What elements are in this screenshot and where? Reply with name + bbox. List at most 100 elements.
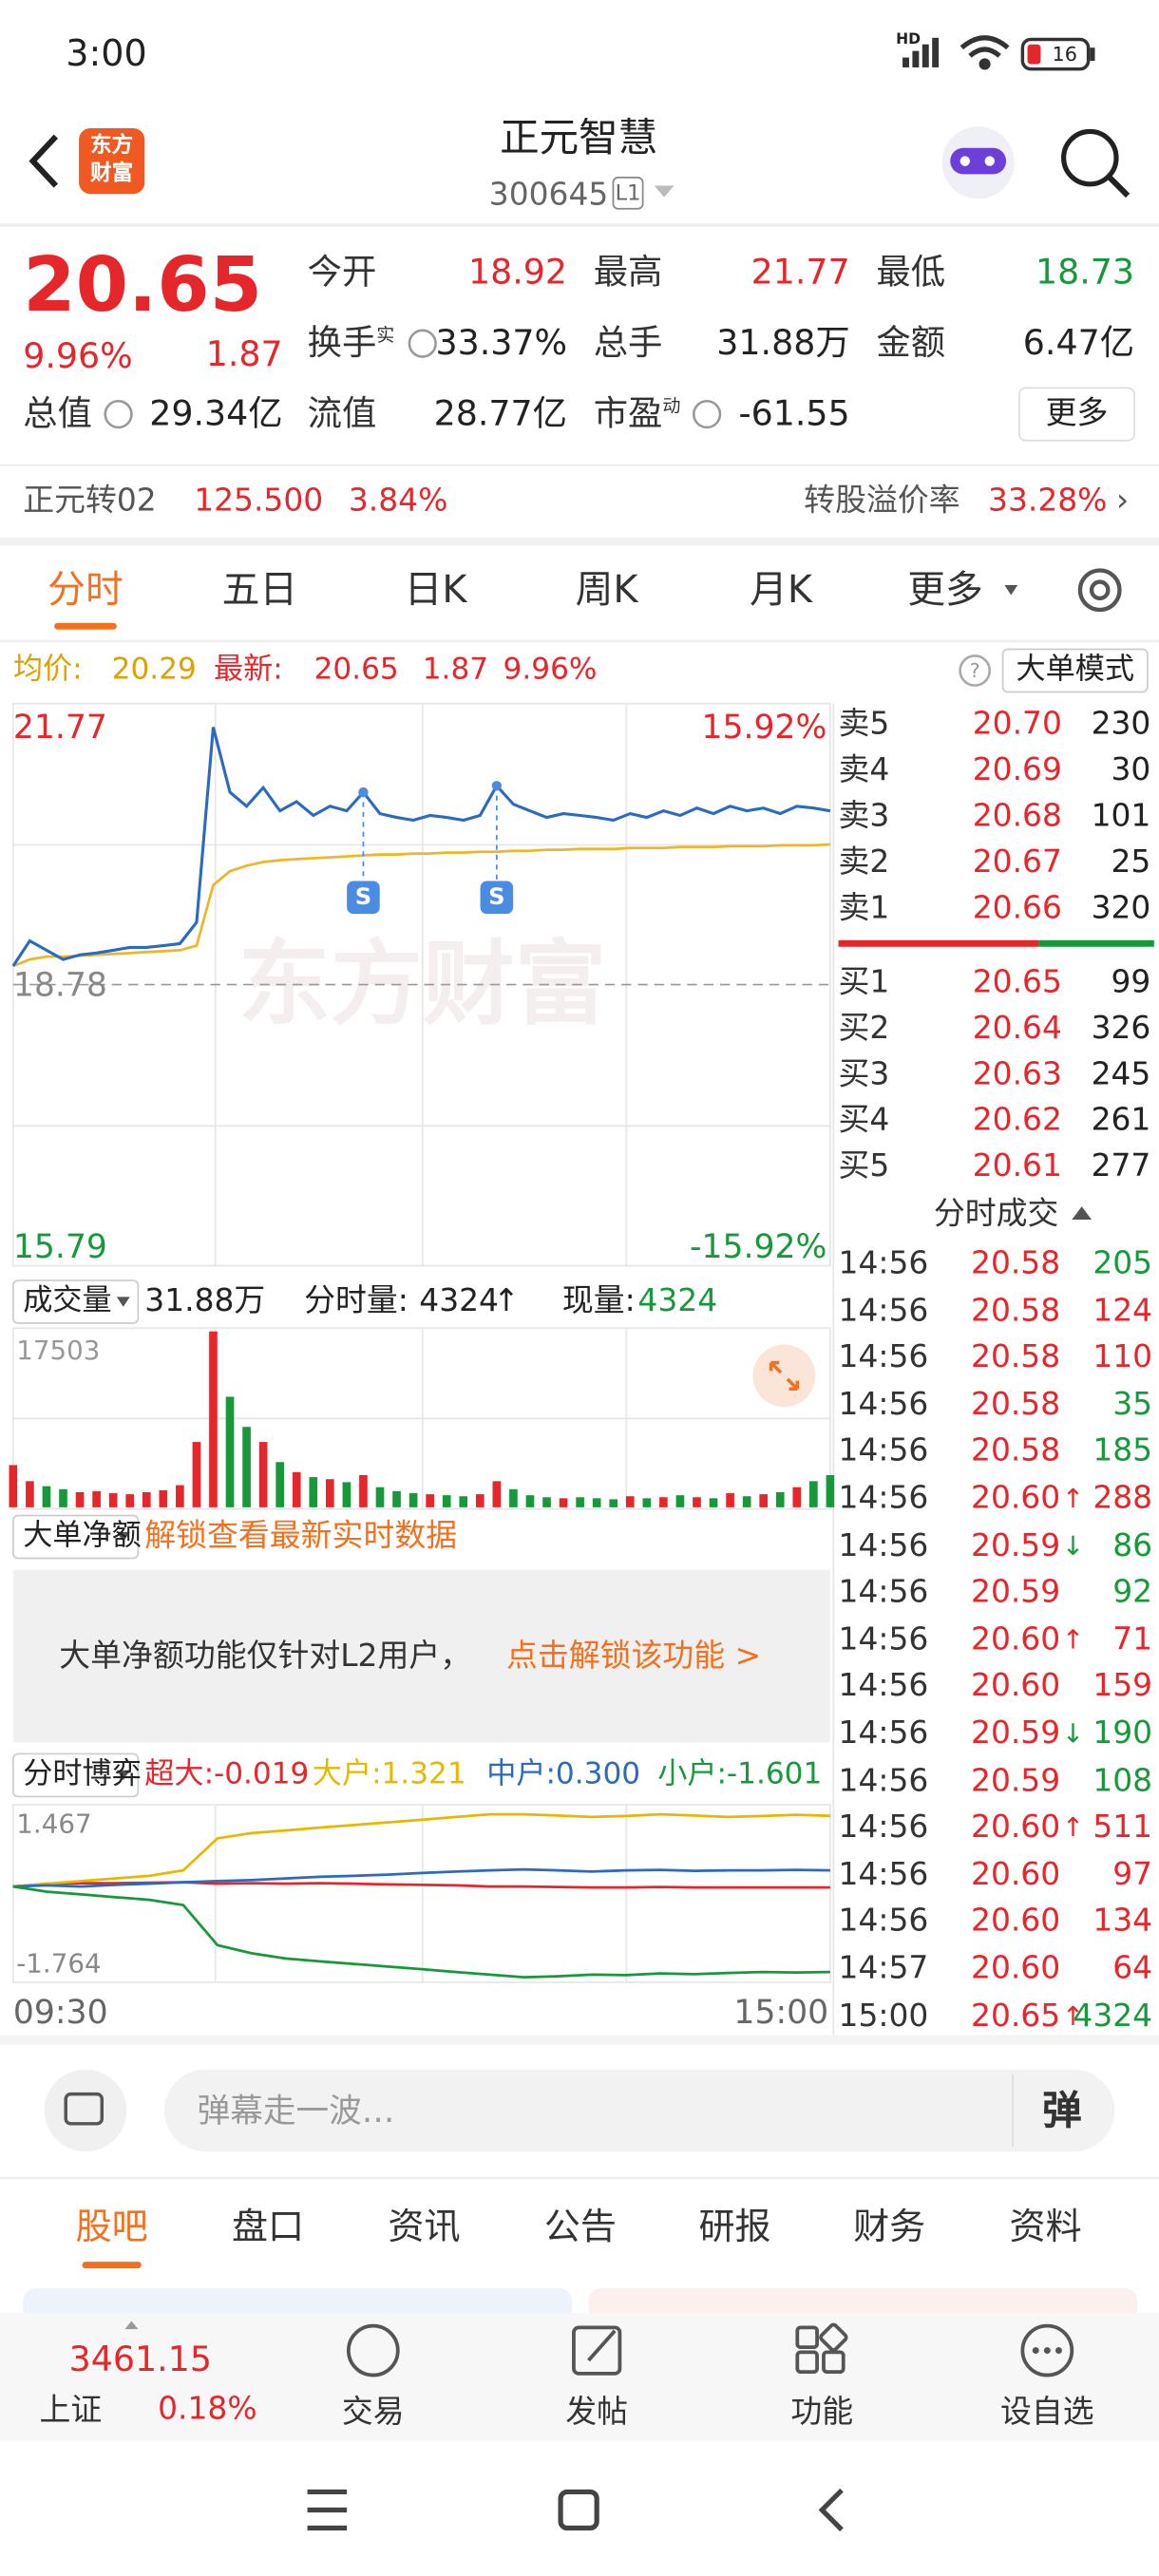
battery-tip (1090, 47, 1095, 62)
legend-value: 1.321 (381, 1756, 466, 1792)
clock: 3:00 (66, 34, 147, 76)
chevron[interactable]: › (1116, 482, 1130, 519)
stat-label: 总值 (23, 393, 92, 433)
trade-volume: 92 (1112, 1574, 1153, 1611)
premium-label: 转股溢价率 (804, 482, 960, 519)
volume-bar (59, 1488, 67, 1507)
trade-volume: 110 (1092, 1338, 1153, 1375)
book-volume: 25 (1111, 843, 1151, 881)
danmaku-icon[interactable] (44, 2069, 127, 2152)
trade-volume: 64 (1112, 1950, 1153, 1987)
stat-sup: 实 (376, 324, 395, 347)
volume-bar (709, 1498, 718, 1507)
comment-input[interactable] (164, 2069, 1115, 2152)
battery-text: 16 (1052, 42, 1077, 66)
volume-bar (192, 1442, 201, 1507)
book-price: 20.64 (972, 1010, 1062, 1047)
stat-value: 31.88万 (716, 323, 850, 363)
book-volume: 277 (1091, 1147, 1151, 1184)
chart-tab[interactable]: 更多 (907, 569, 983, 613)
content-tab[interactable]: 研报 (698, 2207, 771, 2249)
content-tab[interactable]: 资料 (1009, 2207, 1082, 2249)
volume-bar (576, 1497, 584, 1507)
battery-level (1027, 44, 1041, 65)
trade-time: 14:56 (838, 1574, 929, 1611)
trade-time: 14:56 (838, 1903, 929, 1940)
mode-text[interactable]: 大单模式 (1016, 653, 1135, 688)
book-price: 20.63 (972, 1055, 1062, 1092)
stat-value: -61.55 (738, 393, 850, 433)
stat-label: 市盈动 (593, 393, 681, 433)
stock-name: 正元智慧 (500, 115, 658, 161)
chart-tab[interactable]: 日K (404, 569, 467, 613)
volume-bar (492, 1481, 502, 1507)
trade-price: 20.60 (971, 1903, 1061, 1940)
volume-bar (326, 1479, 334, 1507)
trade-price: 20.59 (971, 1526, 1061, 1563)
mode-button[interactable] (1001, 648, 1149, 693)
nav-item[interactable]: 发帖 (565, 2394, 629, 2431)
volume-bar (542, 1497, 551, 1507)
expand-button[interactable] (752, 1344, 816, 1408)
book-volume: 230 (1091, 706, 1151, 743)
dropdown-icon[interactable] (654, 185, 674, 198)
fund-line (12, 1885, 830, 1979)
trade-volume: 124 (1092, 1292, 1153, 1329)
trade-time: 14:56 (838, 1856, 929, 1893)
big-order-selector[interactable]: 大单净额 (23, 1518, 142, 1554)
settings-icon[interactable] (1077, 568, 1122, 613)
logo-text: 财富 (90, 161, 134, 187)
trade-arrow: ↓ (1061, 1529, 1085, 1562)
pct-label: -15.92% (689, 1225, 827, 1266)
y-tick-label: 17503 (16, 1335, 101, 1367)
trade-price: 20.58 (971, 1432, 1061, 1469)
trade-volume: 205 (1092, 1244, 1153, 1281)
bottom-nav (0, 2312, 1159, 2441)
book-label: 买3 (838, 1055, 890, 1092)
volume-bar (759, 1494, 769, 1507)
trade-price: 20.59 (971, 1762, 1061, 1799)
dropdown-boxes[interactable] (11, 1279, 140, 1798)
nav-item[interactable]: 设自选 (999, 2394, 1094, 2431)
chart-tab[interactable]: 月K (750, 569, 812, 613)
change-percent: 9.96% (23, 335, 133, 376)
average-line (12, 843, 830, 968)
current-volume-label: 现量: (561, 1282, 636, 1319)
chart-tab[interactable]: 五日 (221, 569, 298, 613)
search-icon[interactable] (1061, 128, 1119, 187)
trade-time: 15:00 (838, 1997, 929, 2034)
comment-placeholder[interactable]: 弹幕走一波… (197, 2091, 395, 2131)
chart-tab[interactable]: 周K (575, 569, 638, 613)
nav-item[interactable]: 功能 (790, 2394, 854, 2431)
unlock-action[interactable]: 点击解锁该功能 > (505, 1638, 762, 1675)
content-tab[interactable]: 资讯 (388, 2207, 461, 2249)
content-tab[interactable]: 财务 (853, 2207, 926, 2249)
volume-bar (525, 1495, 535, 1507)
more-button-text[interactable]: 更多 (1045, 395, 1109, 432)
volume-bar (225, 1396, 235, 1507)
help-icon[interactable] (959, 654, 992, 687)
logo (79, 127, 145, 195)
content-tab[interactable]: 盘口 (231, 2207, 305, 2249)
more-button[interactable] (1018, 387, 1135, 442)
notice-text: 大单净额功能仅针对L2用户， (59, 1638, 472, 1675)
content-tab[interactable]: 公告 (543, 2207, 617, 2249)
premium-value: 33.28% (988, 482, 1108, 519)
nav-item[interactable]: 交易 (341, 2394, 405, 2431)
trades-title[interactable]: 分时成交 (933, 1195, 1059, 1233)
trade-price: 20.58 (971, 1386, 1061, 1423)
content-tab[interactable]: 股吧 (75, 2207, 148, 2249)
trade-price: 20.65 (971, 1997, 1061, 2034)
book-price: 20.69 (972, 751, 1062, 788)
chart-tab[interactable]: 分时 (48, 569, 124, 613)
danmaku-button[interactable]: 弹 (1042, 2087, 1082, 2134)
unlock-link[interactable]: 解锁查看最新实时数据 (144, 1518, 458, 1555)
trade-time: 14:56 (838, 1620, 929, 1657)
back-icon[interactable] (28, 134, 59, 188)
volume-bar (125, 1494, 135, 1507)
fund-flow-selector[interactable]: 分时博弈 (23, 1756, 142, 1792)
change: 1.87 (205, 334, 283, 374)
book-volume: 245 (1091, 1055, 1151, 1092)
volume-selector[interactable]: 成交量 (23, 1283, 112, 1318)
volume-bar (159, 1489, 168, 1507)
